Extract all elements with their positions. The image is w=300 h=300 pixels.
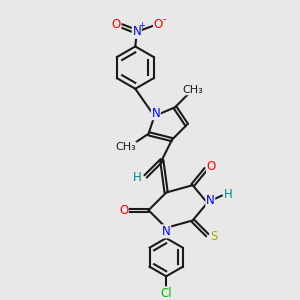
Text: N: N <box>152 107 160 120</box>
Text: H: H <box>132 171 141 184</box>
Text: H: H <box>224 188 232 200</box>
Text: O: O <box>206 160 216 173</box>
Text: N: N <box>206 194 214 207</box>
Text: O: O <box>112 18 121 31</box>
Text: S: S <box>210 230 218 243</box>
Text: +: + <box>138 21 145 30</box>
Text: N: N <box>132 25 141 38</box>
Text: O: O <box>119 204 128 217</box>
Text: CH₃: CH₃ <box>183 85 204 95</box>
Text: N: N <box>162 225 170 238</box>
Text: -: - <box>162 14 166 24</box>
Text: O: O <box>154 18 163 31</box>
Text: Cl: Cl <box>160 287 172 300</box>
Text: CH₃: CH₃ <box>115 142 136 152</box>
